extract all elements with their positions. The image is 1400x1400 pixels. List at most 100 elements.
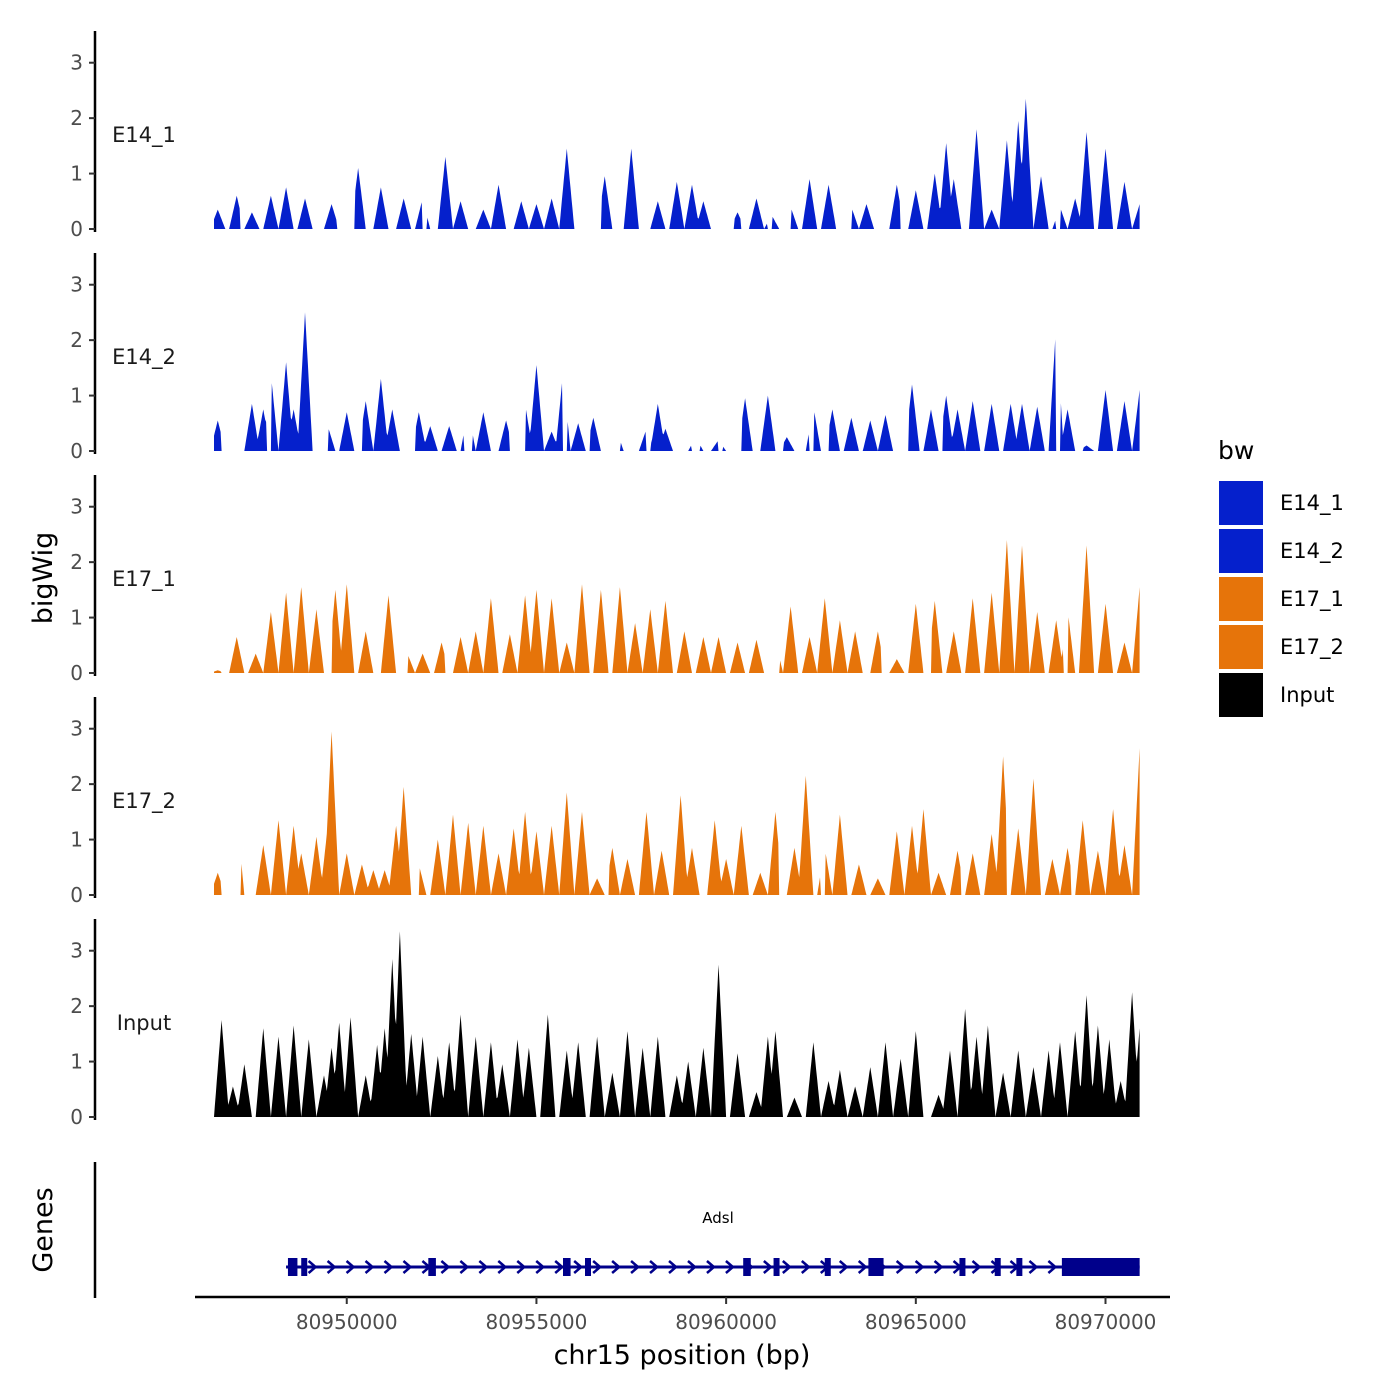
- track-label: Input: [117, 1011, 171, 1035]
- coverage-area-E17_2: [214, 731, 1140, 895]
- legend-item-E14_2: E14_2: [1217, 527, 1344, 575]
- legend-item-Input: Input: [1217, 671, 1334, 719]
- y-tick-label: 3: [70, 51, 83, 75]
- strand-arrow: [497, 1260, 508, 1274]
- y-tick-label: 1: [70, 1050, 83, 1074]
- strand-arrow: [782, 1260, 792, 1274]
- strand-arrow: [857, 1260, 868, 1274]
- y-axis-title: bigWig: [28, 532, 59, 625]
- gene-exon: [743, 1258, 751, 1276]
- gene-name-label: Adsl: [702, 1209, 734, 1227]
- y-tick-label: 1: [70, 606, 83, 630]
- strand-arrow: [611, 1260, 622, 1274]
- legend-swatch: [1217, 479, 1265, 527]
- legend-swatch: [1217, 527, 1265, 575]
- y-tick-label: 2: [70, 328, 83, 352]
- strand-arrow: [668, 1260, 678, 1274]
- x-tick-label: 80970000: [1055, 1310, 1157, 1334]
- coverage-area-E14_1: [214, 98, 1140, 229]
- y-tick-label: 1: [70, 384, 83, 408]
- legend-label: Input: [1280, 683, 1334, 707]
- legend-title: bw: [1218, 436, 1254, 465]
- strand-arrow: [440, 1260, 451, 1274]
- y-tick-label: 3: [70, 495, 83, 519]
- strand-arrow: [383, 1260, 394, 1274]
- gene-exon: [585, 1258, 591, 1276]
- coverage-tracks: 0 1 2 3 E14_1 0 1 2 3 E14_2 0 1 2 3 E17_1 0 1 2 3 E17_2 0 1 2 3…: [70, 31, 1140, 1129]
- y-tick-label: 3: [70, 939, 83, 963]
- legend-items: E14_1 E14_2 E17_1 E17_2 Input: [1217, 479, 1344, 719]
- legend-swatch: [1217, 623, 1265, 671]
- coverage-area-E14_2: [214, 312, 1140, 451]
- track-label: E14_2: [112, 345, 176, 370]
- gene-exon: [562, 1258, 571, 1276]
- strand-arrow: [725, 1260, 735, 1274]
- y-tick-label: 0: [70, 1105, 83, 1129]
- y-tick-label: 2: [70, 106, 83, 130]
- strand-arrow: [478, 1260, 489, 1274]
- strand-arrow: [326, 1260, 337, 1274]
- y-tick-label: 3: [70, 717, 83, 741]
- gene-exon: [994, 1258, 1001, 1276]
- gene-models: Adsl: [286, 1209, 1140, 1276]
- track-label: E17_1: [112, 567, 176, 592]
- gene-exon: [959, 1258, 966, 1276]
- strand-arrow: [706, 1260, 716, 1274]
- legend-item-E17_2: E17_2: [1217, 623, 1344, 671]
- gene-exon: [824, 1258, 831, 1276]
- legend-item-E14_1: E14_1: [1217, 479, 1344, 527]
- x-tick-label: 80965000: [865, 1310, 967, 1334]
- coverage-area-E17_1: [214, 540, 1140, 673]
- legend-label: E14_2: [1280, 539, 1344, 564]
- strand-arrow: [630, 1260, 640, 1274]
- x-axis-title: chr15 position (bp): [554, 1340, 811, 1371]
- legend-swatch: [1217, 671, 1265, 719]
- track-label: E14_1: [112, 123, 176, 148]
- gene-exon: [428, 1258, 436, 1276]
- coverage-area-Input: [214, 931, 1140, 1117]
- y-tick-label: 1: [70, 162, 83, 186]
- legend: bw E14_1 E14_2 E17_1 E17_2 Input: [1217, 436, 1344, 719]
- strand-arrow: [649, 1260, 659, 1274]
- legend-label: E14_1: [1280, 491, 1344, 516]
- legend-label: E17_1: [1280, 587, 1344, 612]
- track-E17_1: 0 1 2 3 E17_1: [70, 475, 1140, 685]
- strand-arrow: [459, 1260, 470, 1274]
- strand-arrow: [914, 1260, 925, 1274]
- x-axis: 80950000 80955000 80960000 80965000 80970000…: [195, 1295, 1170, 1371]
- strand-arrow: [345, 1260, 356, 1274]
- legend-item-E17_1: E17_1: [1217, 575, 1344, 623]
- strand-arrow: [800, 1260, 811, 1274]
- legend-label: E17_2: [1280, 635, 1344, 660]
- strand-arrow: [933, 1260, 944, 1274]
- gene-panel: Adsl Genes: [28, 1162, 1140, 1298]
- y-tick-label: 1: [70, 828, 83, 852]
- strand-arrow: [516, 1260, 527, 1274]
- track-Input: 0 1 2 3 Input: [70, 919, 1140, 1129]
- strand-arrow: [364, 1260, 375, 1274]
- track-E17_2: 0 1 2 3 E17_2: [70, 697, 1140, 907]
- gene-exon: [868, 1258, 884, 1276]
- strand-arrow: [687, 1260, 697, 1274]
- strand-arrow: [763, 1260, 773, 1274]
- x-tick-label: 80950000: [296, 1310, 398, 1334]
- x-tick-label: 80955000: [486, 1310, 588, 1334]
- y-tick-label: 2: [70, 772, 83, 796]
- legend-swatch: [1217, 575, 1265, 623]
- gene-exon: [1016, 1258, 1023, 1276]
- gene-Adsl: Adsl: [286, 1209, 1140, 1276]
- gene-exon: [773, 1258, 780, 1276]
- y-tick-label: 0: [70, 217, 83, 241]
- strand-arrow: [307, 1260, 318, 1274]
- strand-arrow: [1047, 1260, 1058, 1274]
- track-label: E17_2: [112, 789, 176, 814]
- strand-arrow: [1028, 1260, 1039, 1274]
- strand-arrow: [535, 1260, 546, 1274]
- strand-arrow: [573, 1260, 584, 1274]
- gene-exon: [287, 1258, 298, 1276]
- y-tick-label: 0: [70, 661, 83, 685]
- y-tick-label: 2: [70, 994, 83, 1018]
- gene-exon: [1061, 1258, 1140, 1276]
